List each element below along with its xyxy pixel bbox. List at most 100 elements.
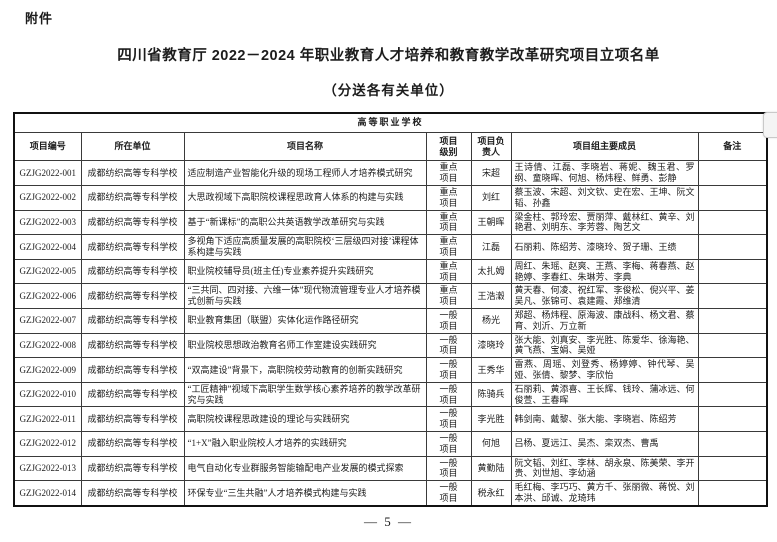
cell-level: 重点 项目: [425, 283, 472, 309]
cell-project-name: 适应制造产业智能化升级的现场工程师人才培养模式研究: [183, 160, 427, 186]
cell-project-id: GZJG2022-011: [13, 406, 82, 432]
cell-project-id: GZJG2022-005: [13, 258, 82, 285]
cell-members: 吕杨、夏远江、吴杰、栾双杰、曹禹: [510, 430, 699, 457]
cell-level: 重点 项目: [425, 184, 472, 211]
cell-level: 一般 项目: [425, 332, 472, 359]
cell-remark: [697, 160, 768, 186]
cell-level: 一般 项目: [425, 430, 472, 457]
cell-leader: 黄勤陆: [470, 455, 512, 482]
cell-leader: 杨光: [470, 307, 512, 334]
cell-remark: [697, 184, 768, 211]
table-row: GZJG2022-002 成都纺织高等专科学校 大思政视域下高职院校课程思政育人…: [13, 184, 768, 211]
cell-remark: [697, 406, 768, 432]
cell-project-name: “三共同、四对接、六维一体”现代物流管理专业人才培养模式创新与实践: [183, 283, 427, 309]
table-row: GZJG2022-012 成都纺织高等专科学校 “1+X”融入职业院校人才培养的…: [13, 430, 768, 457]
cell-project-id: GZJG2022-004: [13, 234, 82, 260]
cell-unit: 成都纺织高等专科学校: [80, 381, 185, 408]
cell-members: 韩剑南、戴黎、张大能、李晓岩、陈绍芳: [510, 406, 699, 432]
cell-members: 蔡玉波、宋超、刘文钦、史在宏、王坤、阮文韬、孙鑫: [510, 184, 699, 211]
cell-members: 郑超、杨炜程、原海波、康战科、杨文君、蔡育、刘沂、万立新: [510, 307, 699, 334]
column-header-1: 所在单位: [80, 131, 185, 162]
cell-unit: 成都纺织高等专科学校: [80, 283, 185, 309]
cell-remark: [697, 209, 768, 236]
cell-project-id: GZJG2022-013: [13, 455, 82, 482]
attachment-label: 附件: [25, 11, 54, 26]
cell-project-name: 高职院校课程思政建设的理论与实践研究: [183, 406, 427, 432]
table-row: GZJG2022-001 成都纺织高等专科学校 适应制造产业智能化升级的现场工程…: [13, 160, 768, 186]
cell-project-id: GZJG2022-001: [13, 160, 82, 186]
cell-unit: 成都纺织高等专科学校: [80, 332, 185, 359]
cell-members: 王诗倩、江磊、李晓岩、蒋妮、魏玉君、罗纲、童晓晖、何旭、杨炜程、鲜勇、彭静: [510, 160, 699, 186]
table-row: GZJG2022-014 成都纺织高等专科学校 环保专业“三生共融”人才培养模式…: [13, 480, 768, 507]
cell-members: 石丽莉、黄添喜、王长辉、钱玲、蒲冰远、何俊萱、王春晖: [510, 381, 699, 408]
table-row: GZJG2022-004 成都纺织高等专科学校 多视角下适应高质量发展的高职院校…: [13, 234, 768, 260]
cell-unit: 成都纺织高等专科学校: [80, 184, 185, 211]
cell-leader: 刘红: [470, 184, 512, 211]
cell-unit: 成都纺织高等专科学校: [80, 234, 185, 260]
cell-level: 重点 项目: [425, 258, 472, 285]
cell-project-id: GZJG2022-012: [13, 430, 82, 457]
table-body: GZJG2022-001 成都纺织高等专科学校 适应制造产业智能化升级的现场工程…: [13, 160, 768, 507]
cell-leader: 陈骑兵: [470, 381, 512, 408]
cell-project-name: 基于“新课标”的高职公共英语教学改革研究与实践: [183, 209, 427, 236]
table-row: GZJG2022-011 成都纺织高等专科学校 高职院校课程思政建设的理论与实践…: [13, 406, 768, 432]
cell-level: 一般 项目: [425, 406, 472, 432]
cell-project-id: GZJG2022-007: [13, 307, 82, 334]
cell-project-name: 大思政视域下高职院校课程思政育人体系的构建与实践: [183, 184, 427, 211]
cell-remark: [697, 480, 768, 507]
floating-toolbar-fragment[interactable]: [763, 112, 777, 138]
cell-remark: [697, 283, 768, 309]
cell-leader: 王朝晖: [470, 209, 512, 236]
table-header-row: 项目编号 所在单位 项目名称 项目 级别 项目负 责人 项目组主要成员 备注: [13, 131, 768, 162]
cell-project-id: GZJG2022-003: [13, 209, 82, 236]
table-row: GZJG2022-003 成都纺织高等专科学校 基于“新课标”的高职公共英语教学…: [13, 209, 768, 236]
cell-remark: [697, 258, 768, 285]
cell-leader: 何旭: [470, 430, 512, 457]
cell-unit: 成都纺织高等专科学校: [80, 209, 185, 236]
cell-leader: 太扎姆: [470, 258, 512, 285]
cell-level: 重点 项目: [425, 209, 472, 236]
cell-level: 一般 项目: [425, 381, 472, 408]
cell-leader: 王浩瀔: [470, 283, 512, 309]
cell-members: 梁金柱、郭玲宏、贾丽萍、戴林红、黄辛、刘艳君、刘明东、李芳蓉、陶艺文: [510, 209, 699, 236]
column-header-2: 项目名称: [183, 131, 427, 162]
cell-remark: [697, 455, 768, 482]
cell-members: 雷燕、周瑶、刘登秀、杨婷婷、钟代琴、吴娅、张倩、黎梦、李欣怡: [510, 357, 699, 383]
cell-remark: [697, 430, 768, 457]
cell-leader: 江磊: [470, 234, 512, 260]
cell-project-name: 电气自动化专业群服务智能输配电产业发展的模式探索: [183, 455, 427, 482]
column-header-4: 项目负 责人: [470, 131, 512, 162]
cell-leader: 漆晓玲: [470, 332, 512, 359]
cell-remark: [697, 307, 768, 334]
table-row: GZJG2022-010 成都纺织高等专科学校 “工匠精神”视域下高职学生数学核…: [13, 381, 768, 408]
cell-unit: 成都纺织高等专科学校: [80, 307, 185, 334]
cell-level: 重点 项目: [425, 234, 472, 260]
cell-members: 阮文韬、刘红、李林、胡永泉、陈美荣、李开贵、刘世旭、李幼涵: [510, 455, 699, 482]
cell-unit: 成都纺织高等专科学校: [80, 455, 185, 482]
table-banner-row: 高等职业学校: [13, 112, 768, 133]
cell-project-id: GZJG2022-008: [13, 332, 82, 359]
column-header-0: 项目编号: [13, 131, 82, 162]
table-row: GZJG2022-013 成都纺织高等专科学校 电气自动化专业群服务智能输配电产…: [13, 455, 768, 482]
cell-remark: [697, 381, 768, 408]
cell-unit: 成都纺织高等专科学校: [80, 406, 185, 432]
column-header-5: 项目组主要成员: [510, 131, 699, 162]
cell-members: 周红、朱瑶、赵爽、王燕、李梅、蒋春燕、赵艳婷、李春红、朱琳芳、李典: [510, 258, 699, 285]
table-row: GZJG2022-006 成都纺织高等专科学校 “三共同、四对接、六维一体”现代…: [13, 283, 768, 309]
cell-project-name: 职业院校思想政治教育名师工作室建设实践研究: [183, 332, 427, 359]
cell-level: 一般 项目: [425, 480, 472, 507]
cell-unit: 成都纺织高等专科学校: [80, 430, 185, 457]
cell-unit: 成都纺织高等专科学校: [80, 258, 185, 285]
cell-unit: 成都纺织高等专科学校: [80, 357, 185, 383]
cell-leader: 税永红: [470, 480, 512, 507]
table-row: GZJG2022-007 成都纺织高等专科学校 职业教育集团（联盟）实体化运作路…: [13, 307, 768, 334]
cell-leader: 李光胜: [470, 406, 512, 432]
cell-project-name: 职业院校辅导员(班主任)专业素养提升实践研究: [183, 258, 427, 285]
cell-project-name: 环保专业“三生共融”人才培养模式构建与实践: [183, 480, 427, 507]
cell-members: 黄天春、何凌、祝红军、李俊松、倪兴平、姜吴凡、张锦可、袁建霞、郑维清: [510, 283, 699, 309]
cell-members: 石丽莉、陈绍芳、漆晓玲、贺子珊、王缋: [510, 234, 699, 260]
cell-project-name: “1+X”融入职业院校人才培养的实践研究: [183, 430, 427, 457]
table-row: GZJG2022-008 成都纺织高等专科学校 职业院校思想政治教育名师工作室建…: [13, 332, 768, 359]
cell-level: 一般 项目: [425, 357, 472, 383]
cell-members: 毛红梅、李巧巧、黄方千、张丽微、蒋悦、刘本洪、邱诚、龙琦玮: [510, 480, 699, 507]
